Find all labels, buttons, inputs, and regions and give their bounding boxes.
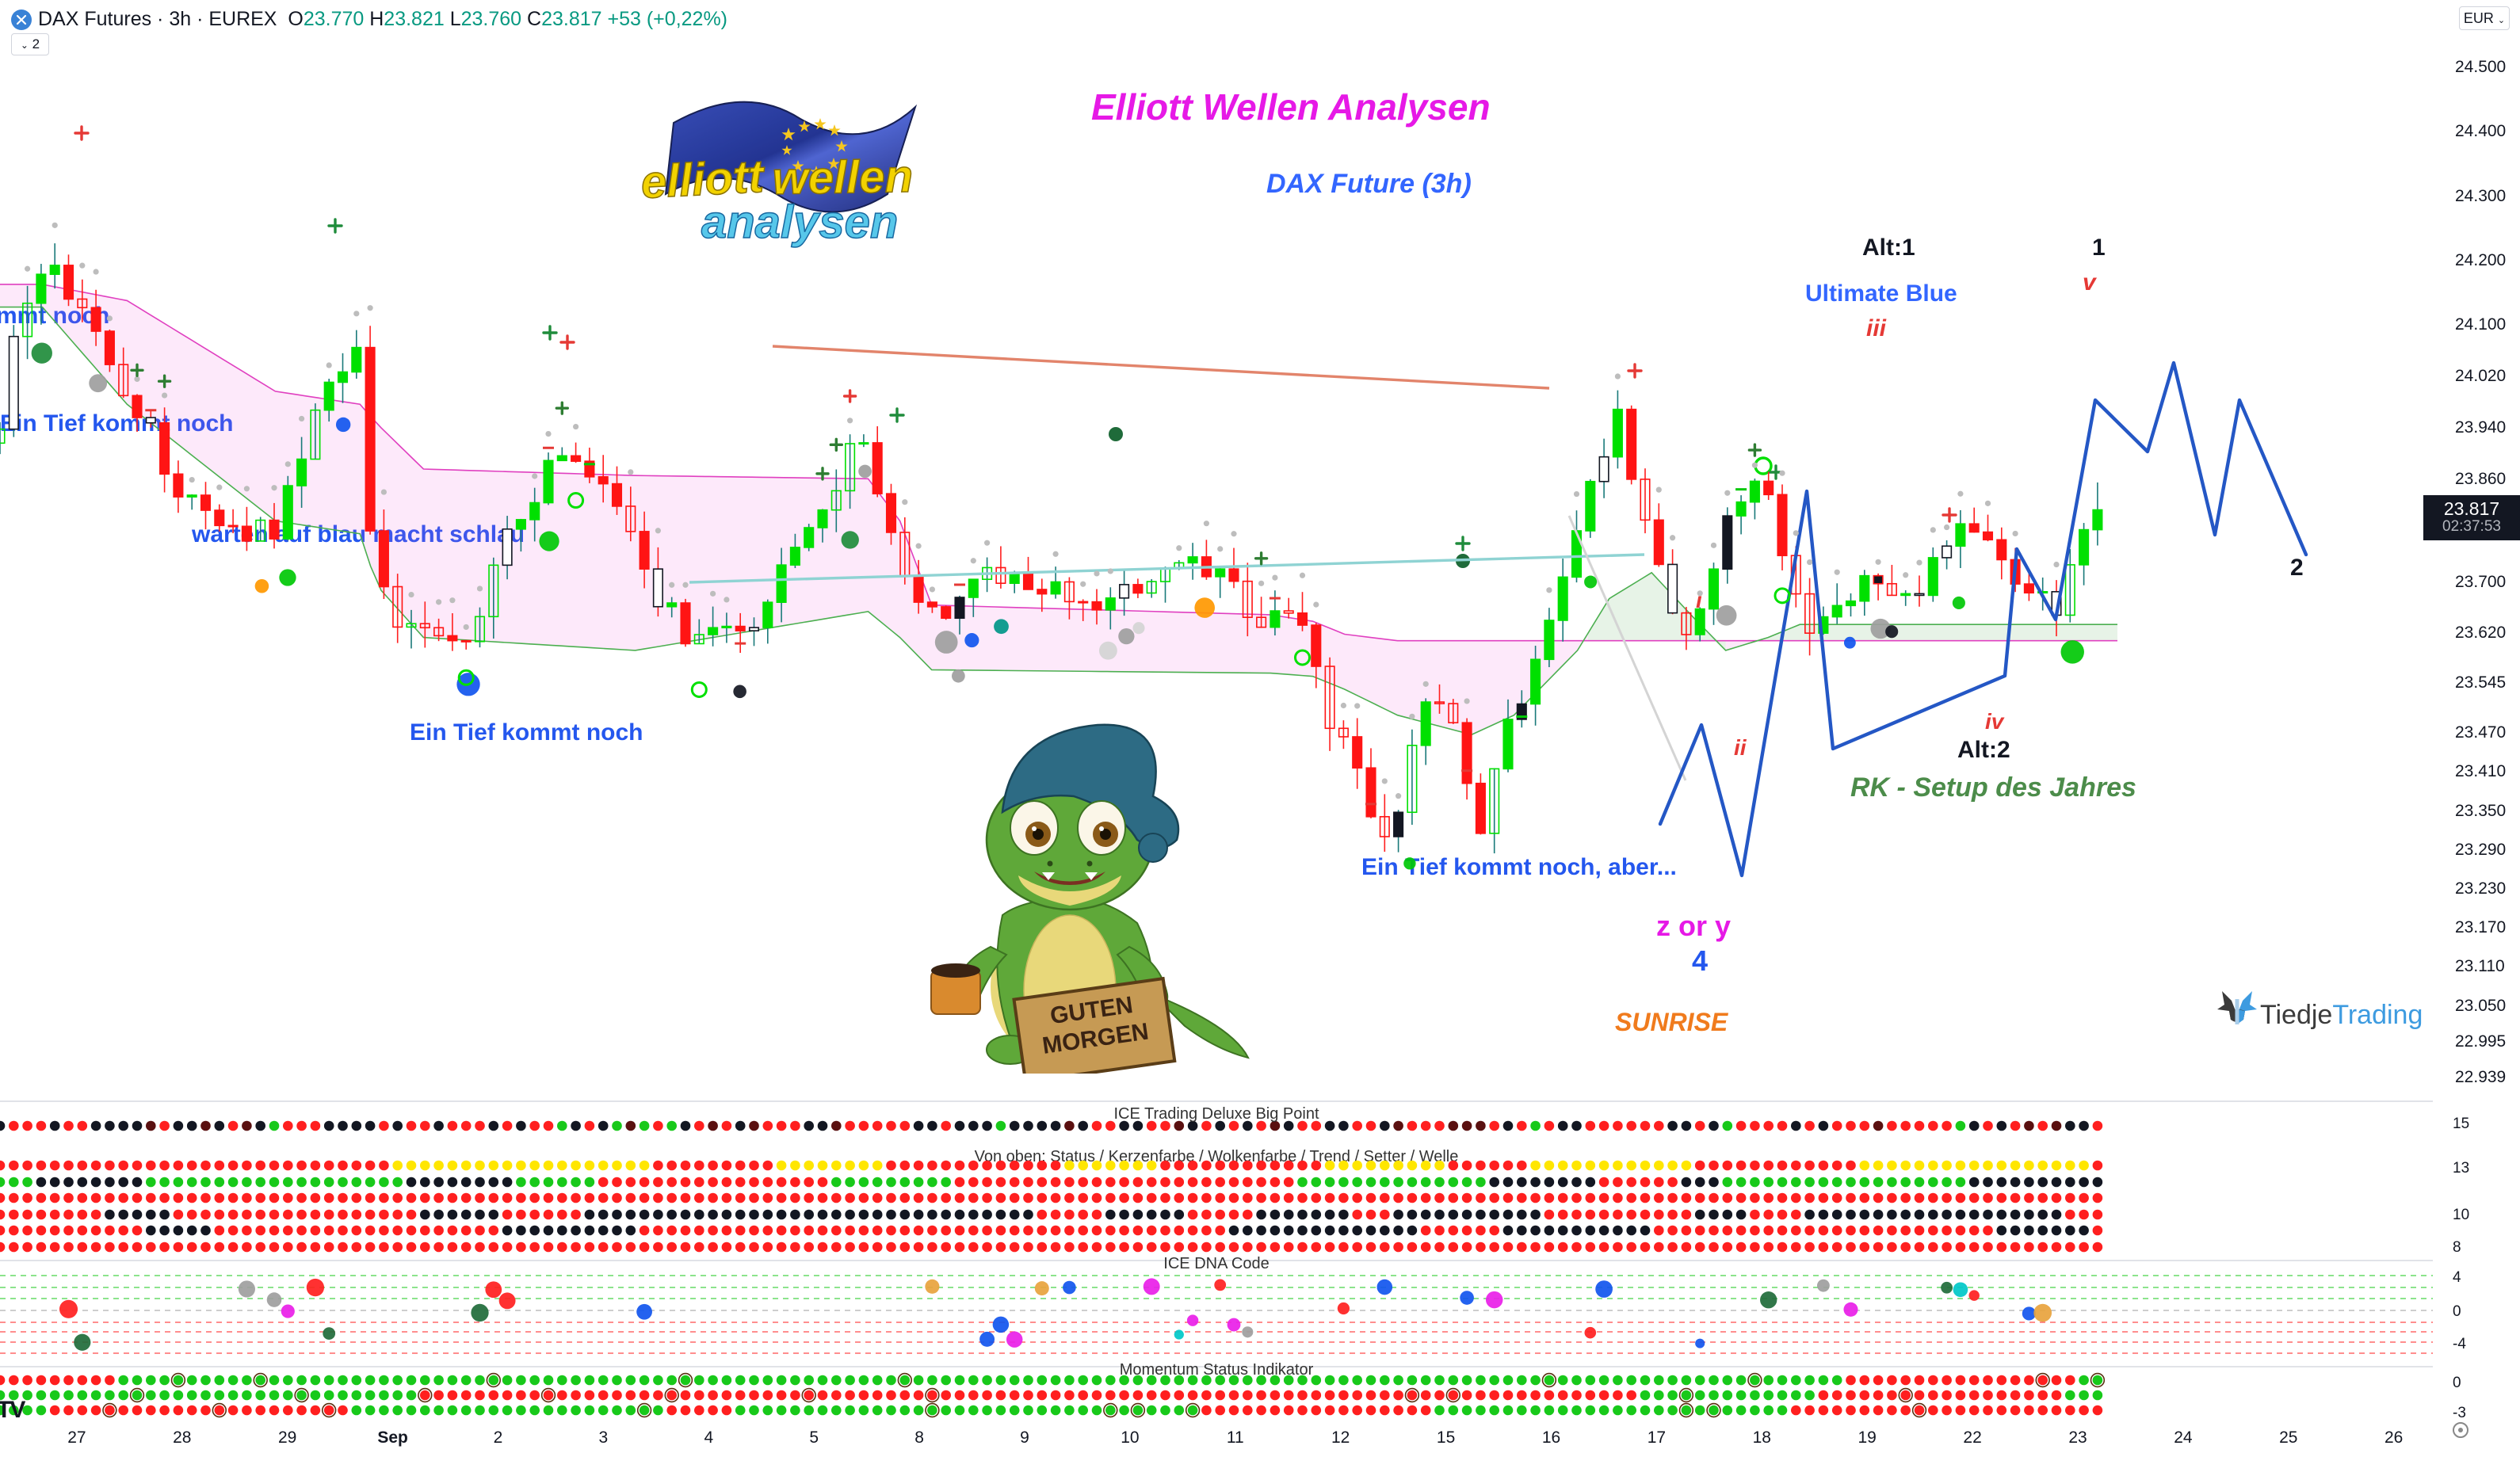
svg-text:-4: -4 bbox=[2453, 1336, 2466, 1352]
svg-text:ICE Trading Deluxe Big Point: ICE Trading Deluxe Big Point bbox=[1113, 1105, 1319, 1123]
svg-text:ICE DNA Code: ICE DNA Code bbox=[1163, 1255, 1269, 1272]
svg-text:8: 8 bbox=[2453, 1239, 2461, 1256]
svg-text:-3: -3 bbox=[2453, 1405, 2466, 1421]
svg-text:Momentum Status Indikator: Momentum Status Indikator bbox=[1120, 1361, 1314, 1379]
svg-text:10: 10 bbox=[2453, 1207, 2469, 1223]
svg-text:13: 13 bbox=[2453, 1160, 2469, 1177]
svg-text:0: 0 bbox=[2453, 1375, 2461, 1391]
svg-text:4: 4 bbox=[2453, 1269, 2461, 1286]
svg-text:0: 0 bbox=[2453, 1303, 2461, 1320]
svg-text:15: 15 bbox=[2453, 1116, 2469, 1132]
